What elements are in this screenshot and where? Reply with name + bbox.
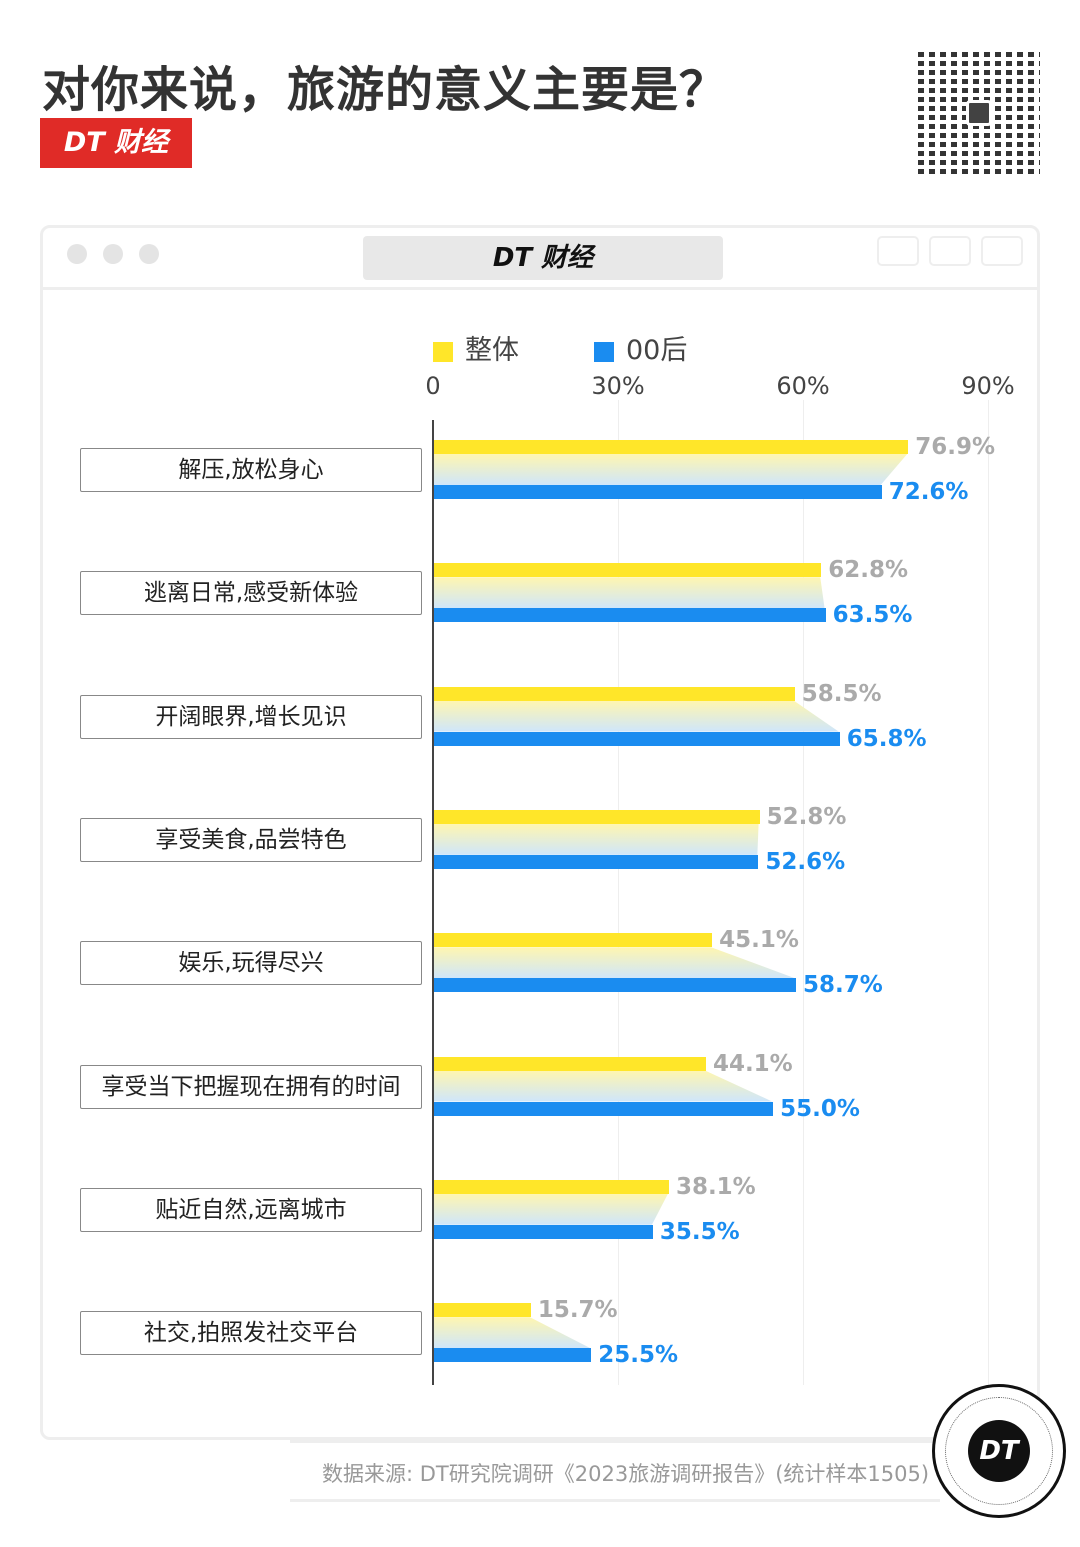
value-label-overall: 44.1%	[712, 1050, 793, 1077]
bar-overall	[434, 686, 795, 701]
bar-overall	[434, 809, 760, 824]
value-label-overall: 58.5%	[801, 680, 882, 707]
bar-gradient	[434, 454, 908, 485]
copy-icon	[981, 236, 1023, 266]
bar-overall	[434, 933, 713, 948]
bar-gradient	[434, 577, 825, 609]
bar-post00	[434, 485, 882, 499]
legend-item-post00: 00后	[594, 328, 687, 367]
bar-post00	[434, 608, 826, 623]
chart-window: DT 财经	[40, 225, 1040, 1440]
value-label-overall: 76.9%	[915, 434, 995, 460]
qr-code	[918, 52, 1040, 174]
legend-label: 整体	[465, 335, 519, 366]
bar-gradient	[434, 823, 759, 855]
bar-overall	[434, 1303, 531, 1318]
dt-stamp-logo: DT	[932, 1384, 1066, 1518]
bar-overall	[434, 563, 822, 578]
value-label-post00: 58.7%	[802, 972, 883, 999]
value-label-overall: 62.8%	[828, 557, 909, 584]
value-label-post00: 35.5%	[659, 1218, 740, 1245]
value-label-overall: 45.1%	[719, 927, 799, 954]
window-title: DT 财经	[363, 236, 723, 280]
bar-post00	[434, 854, 759, 869]
value-label-post00: 65.8%	[846, 725, 927, 752]
category-label: 娱乐,玩得尽兴	[80, 941, 422, 986]
category-label: 享受当下把握现在拥有的时间	[80, 1064, 422, 1109]
value-label-overall: 52.8%	[766, 803, 847, 830]
legend-swatch	[594, 341, 614, 362]
bar-gradient	[434, 1070, 773, 1102]
legend-label: 00后	[626, 335, 688, 366]
bar-overall	[434, 1056, 706, 1071]
stamp-text: DT	[968, 1420, 1030, 1482]
window-titlebar: DT 财经	[43, 228, 1037, 290]
x-tick-label: 30%	[591, 372, 645, 400]
record-icon	[877, 236, 919, 266]
value-label-post00: 63.5%	[832, 602, 913, 629]
bar-post00	[434, 1224, 653, 1239]
value-label-post00: 52.6%	[765, 848, 846, 875]
gridline	[618, 400, 619, 1385]
page-title: 对你来说，旅游的意义主要是？	[42, 62, 729, 118]
brand-logo: DT 财经	[40, 118, 192, 168]
value-label-post00: 25.5%	[598, 1342, 679, 1369]
bar-gradient	[434, 700, 839, 732]
y-axis-line	[432, 420, 434, 1385]
category-label: 逃离日常,感受新体验	[80, 571, 422, 616]
legend-swatch	[433, 341, 453, 362]
gridline	[803, 400, 804, 1385]
category-label: 开阔眼界,增长见识	[80, 694, 422, 739]
bar-gradient	[434, 947, 795, 979]
x-tick-label: 60%	[776, 372, 830, 400]
bar-post00	[434, 978, 796, 993]
value-label-post00: 72.6%	[888, 479, 969, 505]
x-tick-label: 0	[425, 372, 441, 400]
category-label: 贴近自然,远离城市	[80, 1187, 422, 1232]
value-label-post00: 55.0%	[780, 1095, 860, 1122]
value-label-overall: 38.1%	[675, 1173, 756, 1200]
source-text: 数据来源: DT研究院调研《2023旅游调研报告》(统计样本1505)	[322, 1462, 930, 1486]
bar-gradient	[434, 1193, 668, 1225]
bar-overall	[434, 1179, 669, 1194]
x-tick-label: 90%	[961, 372, 1015, 400]
gridline	[988, 400, 989, 1385]
legend-item-overall: 整体	[433, 328, 519, 367]
close-icon	[67, 244, 87, 264]
category-label: 解压,放松身心	[80, 448, 422, 492]
share-icon	[929, 236, 971, 266]
minimize-icon	[103, 244, 123, 264]
category-label: 社交,拍照发社交平台	[80, 1311, 422, 1356]
maximize-icon	[139, 244, 159, 264]
bar-overall	[434, 440, 909, 454]
bar-post00	[434, 1348, 592, 1363]
source-banner	[290, 1440, 940, 1502]
bar-post00	[434, 1101, 774, 1116]
category-label: 享受美食,品尝特色	[80, 817, 422, 862]
bar-gradient	[434, 1317, 591, 1349]
bar-post00	[434, 731, 840, 746]
value-label-overall: 15.7%	[537, 1297, 618, 1324]
